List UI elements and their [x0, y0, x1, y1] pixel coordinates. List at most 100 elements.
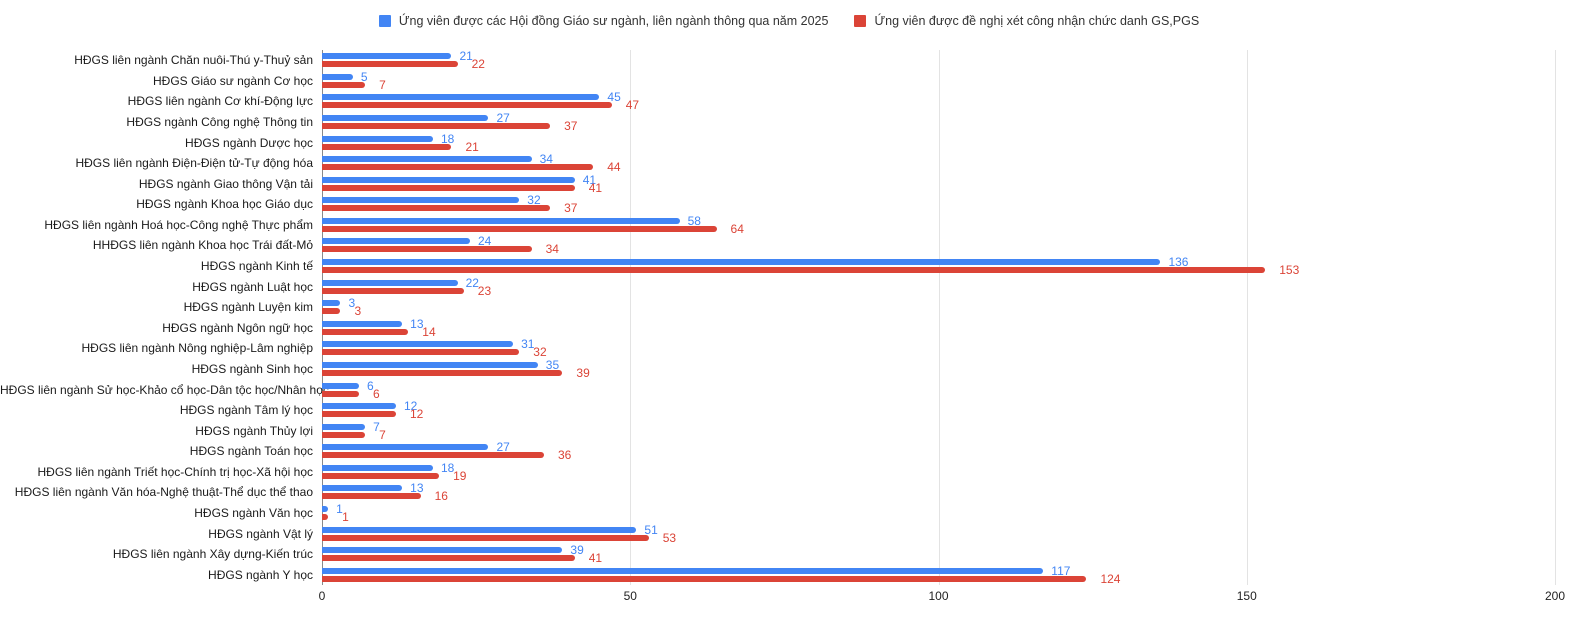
value-label: 136: [1168, 255, 1189, 270]
value-label: 39: [570, 543, 584, 558]
bar-nominated: [322, 555, 575, 562]
category-label: HĐGS ngành Y học: [208, 567, 313, 582]
bar-line: 12: [322, 400, 1555, 412]
category-label: HĐGS Giáo sư ngành Cơ học: [153, 73, 313, 88]
plot-area: HĐGS liên ngành Chăn nuôi-Thú y-Thuỷ sản…: [0, 50, 1556, 585]
bar-group: 45 47: [322, 91, 1555, 112]
bar-approved-2025: [322, 320, 403, 327]
bar-group: 24 34: [322, 235, 1555, 256]
category-label: HĐGS ngành Ngôn ngữ học: [162, 320, 313, 335]
bar-line: 35: [322, 359, 1555, 371]
category-label: HĐGS ngành Kinh tế: [200, 259, 313, 274]
table-row: HĐGS ngành Dược học 18 21: [0, 132, 1555, 153]
bar-line: 1: [322, 510, 1555, 524]
bar-approved-2025: [322, 485, 403, 492]
bar-line: 7: [322, 429, 1555, 441]
table-row: HĐGS liên ngành Văn hóa-Nghệ thuật-Thể d…: [0, 482, 1555, 503]
category-label: HĐGS liên ngành Xây dựng-Kiến trúc: [112, 547, 313, 562]
table-row: HĐGS ngành Ngôn ngữ học 13 14: [0, 318, 1555, 339]
value-label: 7: [373, 419, 380, 434]
bar-line: 58: [322, 213, 1555, 228]
value-label: 5: [360, 69, 368, 84]
value-label: 47: [625, 98, 640, 113]
bar-approved-2025: [322, 300, 341, 307]
table-row: HĐGS liên ngành Cơ khí-Động lực 45 47: [0, 91, 1555, 112]
category-label: HĐGS liên ngành Chăn nuôi-Thú y-Thuỷ sản: [74, 53, 313, 68]
bar-line: 1: [322, 503, 1555, 515]
bar-approved-2025: [322, 238, 470, 245]
category-label: HĐGS liên ngành Triết học-Chính trị học-…: [37, 464, 313, 479]
category-label: HĐGS ngành Luyện kim: [183, 300, 313, 315]
bar-line: 21: [322, 141, 1555, 153]
bar-approved-2025: [322, 547, 563, 554]
bar-group: 18 19: [322, 462, 1555, 483]
bar-group: 13 14: [322, 318, 1555, 339]
bar-group: 21 22: [322, 50, 1555, 71]
value-label: 7: [379, 77, 386, 92]
bar-line: 27: [322, 111, 1555, 126]
table-row: HĐGS liên ngành Hoá học-Công nghệ Thực p…: [0, 215, 1555, 236]
value-label: 14: [422, 324, 436, 339]
bar-line: 7: [322, 419, 1555, 434]
bar-line: 22: [322, 277, 1555, 289]
value-label: 1: [342, 510, 349, 524]
bar-line: 21: [322, 50, 1555, 62]
legend-swatch-blue-icon: [378, 15, 391, 27]
bar-nominated: [322, 246, 532, 253]
bar-approved-2025: [322, 53, 452, 60]
value-label: 36: [557, 448, 572, 463]
value-label: 6: [372, 386, 380, 401]
bar-line: 13: [322, 318, 1555, 330]
bar-nominated: [322, 411, 396, 418]
bar-group: 34 44: [322, 153, 1555, 174]
bar-line: 64: [322, 223, 1555, 235]
value-label: 41: [588, 551, 603, 566]
bar-nominated: [322, 123, 551, 130]
bar-line: 6: [322, 386, 1555, 401]
bar-approved-2025: [322, 361, 538, 368]
x-axis: 0 50 100 150 200: [319, 589, 1565, 605]
legend-label-series-2: Ứng viên được đề nghị xét công nhận chức…: [874, 14, 1200, 28]
bar-line: 27: [322, 441, 1555, 453]
value-label: 24: [477, 234, 492, 249]
bar-approved-2025: [322, 382, 359, 389]
bar-group: 32 37: [322, 194, 1555, 215]
bar-line: 31: [322, 338, 1555, 350]
value-label: 39: [576, 365, 590, 380]
table-row: HĐGS ngành Công nghệ Thông tin 27 37: [0, 112, 1555, 133]
bar-nominated: [322, 143, 452, 150]
category-label: HĐGS ngành Sinh học: [191, 361, 313, 376]
legend-item-series-2: Ứng viên được đề nghị xét công nhận chức…: [854, 14, 1199, 28]
bar-approved-2025: [322, 94, 600, 101]
value-label: 27: [496, 111, 510, 126]
table-row: HĐGS ngành Sinh học 35 39: [0, 359, 1555, 380]
bar-nominated: [322, 493, 421, 500]
bar-nominated: [322, 328, 409, 335]
bar-approved-2025: [322, 197, 520, 204]
bar-nominated: [322, 102, 612, 109]
x-tick-label: 200: [1544, 589, 1566, 603]
value-label: 3: [354, 304, 362, 319]
bar-line: 24: [322, 234, 1555, 249]
bar-line: 18: [322, 462, 1555, 474]
x-tick-label: 50: [623, 589, 637, 603]
bar-line: 32: [322, 194, 1555, 206]
category-label: HĐGS liên ngành Văn hóa-Nghệ thuật-Thể d…: [14, 485, 313, 500]
bar-group: 18 21: [322, 132, 1555, 153]
value-label: 58: [687, 213, 701, 228]
table-row: HĐGS ngành Thủy lợi 7 7: [0, 420, 1555, 441]
bar-rows: HĐGS liên ngành Chăn nuôi-Thú y-Thuỷ sản…: [0, 50, 1555, 585]
bar-nominated: [322, 452, 544, 459]
table-row: HĐGS Giáo sư ngành Cơ học 5 7: [0, 71, 1555, 92]
category-label: HĐGS ngành Luật học: [192, 279, 313, 294]
gridline: [1246, 50, 1248, 585]
bar-group: 51 53: [322, 523, 1555, 544]
value-label: 6: [366, 378, 374, 393]
value-label: 19: [453, 468, 467, 483]
value-label: 22: [471, 57, 485, 72]
value-label: 117: [1051, 563, 1071, 578]
bar-approved-2025: [322, 423, 366, 430]
